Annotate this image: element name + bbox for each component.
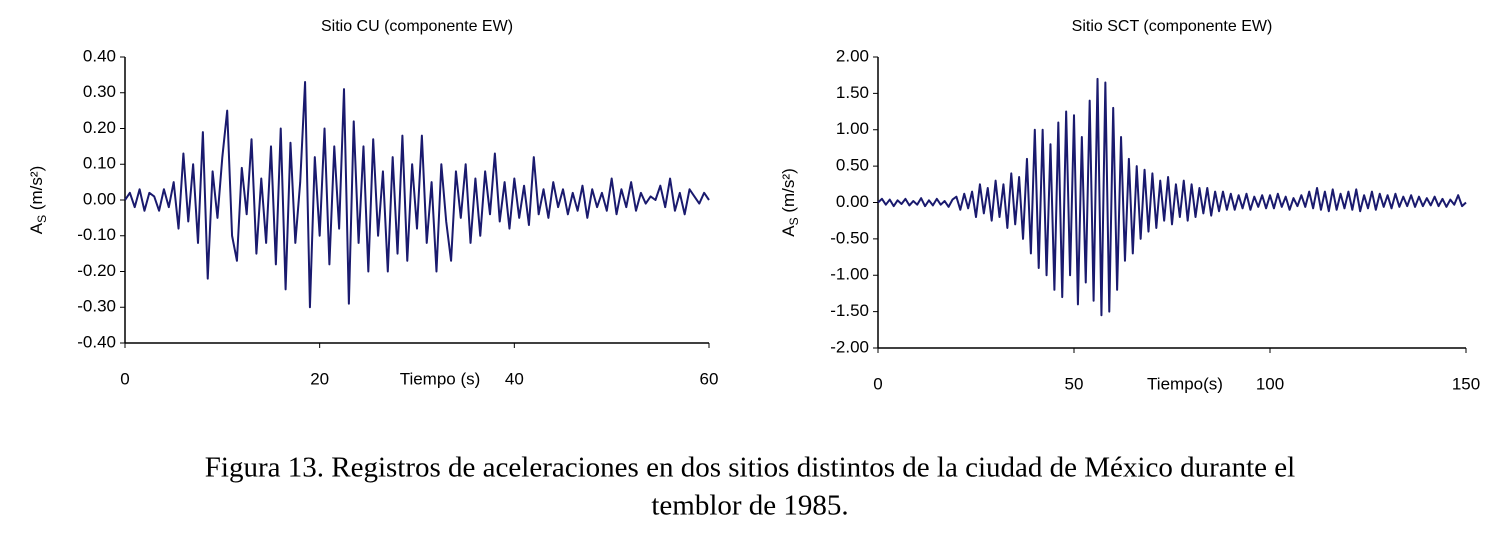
x-tick-label: 40 [505, 369, 524, 388]
y-tick-label: -0.20 [77, 261, 116, 280]
x-axis-label: Tiempo(s) [1147, 374, 1223, 393]
y-tick-label: -1.50 [830, 301, 869, 320]
y-tick-label: 2.00 [836, 46, 869, 65]
y-tick-label: 0.00 [836, 192, 869, 211]
x-tick-label: 60 [700, 369, 719, 388]
y-label-unit: (m/s²) [27, 166, 46, 215]
y-tick-label: -1.00 [830, 265, 869, 284]
y-axis-label: AS (m/s²) [779, 168, 801, 236]
y-label-main: A [779, 225, 798, 237]
signal-line [877, 77, 1467, 317]
y-tick-label: 0.30 [83, 82, 116, 101]
chart-title: Sitio CU (componente EW) [321, 18, 513, 35]
y-tick-label: 0.40 [83, 46, 116, 65]
chart-title: Sitio SCT (componente EW) [1072, 18, 1273, 35]
x-tick-label: 50 [1065, 374, 1084, 393]
y-tick-label: 0.00 [83, 189, 116, 208]
y-tick-label: 0.20 [83, 118, 116, 137]
x-tick-label: 100 [1256, 374, 1284, 393]
y-label-sub: S [787, 217, 801, 225]
y-label-main: A [27, 222, 46, 234]
caption-line: Figura 13. Registros de aceleraciones en… [205, 452, 1295, 484]
x-tick-label: 0 [120, 369, 129, 388]
signal-line [124, 81, 710, 309]
y-label-sub: S [35, 215, 49, 223]
y-tick-label: -0.40 [77, 332, 116, 351]
y-tick-label: -0.50 [830, 228, 869, 247]
y-tick-label: -2.00 [830, 337, 869, 356]
y-tick-label: -0.10 [77, 225, 116, 244]
x-axis-label: Tiempo (s) [400, 369, 481, 388]
x-tick-label: 150 [1452, 374, 1480, 393]
caption-line: temblor de 1985. [651, 490, 848, 522]
y-tick-label: 0.10 [83, 154, 116, 173]
y-tick-label: 0.50 [836, 156, 869, 175]
y-axis-label: AS (m/s²) [27, 166, 49, 234]
y-tick-label: 1.00 [836, 119, 869, 138]
y-label-unit: (m/s²) [779, 168, 798, 217]
x-tick-label: 0 [873, 374, 882, 393]
y-tick-label: -0.30 [77, 297, 116, 316]
y-tick-label: 1.50 [836, 83, 869, 102]
x-tick-label: 20 [310, 369, 329, 388]
